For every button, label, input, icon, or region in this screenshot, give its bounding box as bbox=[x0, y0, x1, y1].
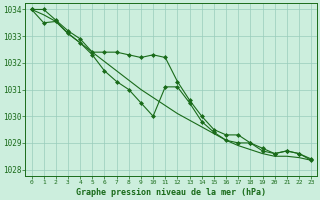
X-axis label: Graphe pression niveau de la mer (hPa): Graphe pression niveau de la mer (hPa) bbox=[76, 188, 266, 197]
